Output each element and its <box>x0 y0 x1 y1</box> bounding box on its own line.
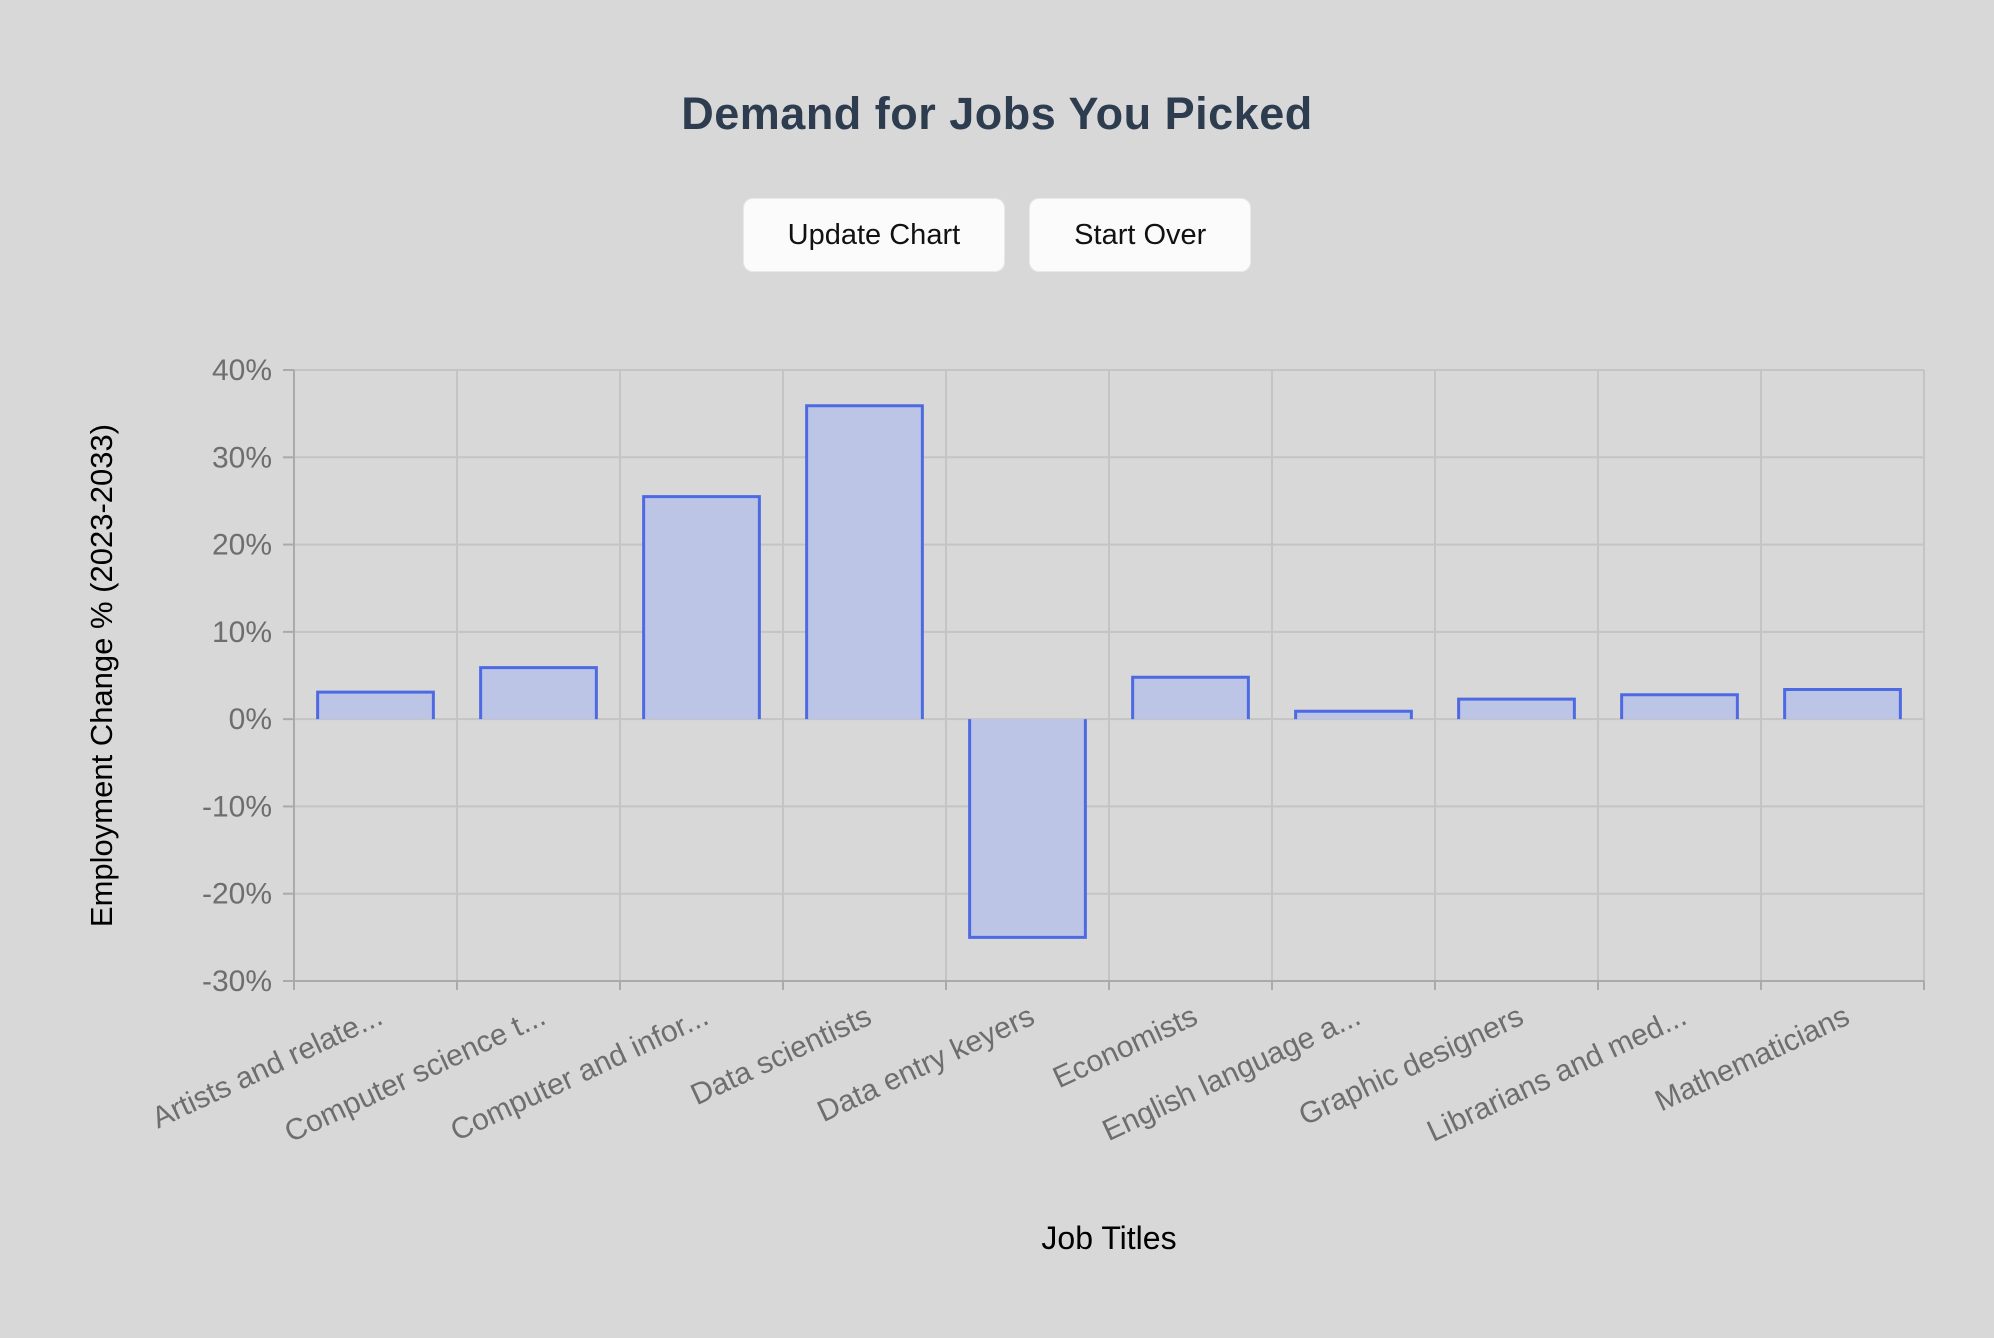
bar-border <box>805 404 924 720</box>
y-tick-label: 10% <box>212 616 272 649</box>
y-tick-label: -20% <box>202 878 272 911</box>
bar-border <box>316 690 435 720</box>
page-title: Demand for Jobs You Picked <box>681 88 1313 139</box>
y-tick-label: -10% <box>202 790 272 823</box>
bar-border <box>1457 697 1576 720</box>
start-over-button[interactable]: Start Over <box>1029 198 1252 272</box>
y-tick-label: 30% <box>212 441 272 474</box>
bar-english-language-a[interactable] <box>1295 711 1412 720</box>
x-tick-label: English language a... <box>1098 999 1366 1147</box>
bar-border <box>1783 687 1902 720</box>
bar-border <box>1131 675 1250 720</box>
bar-computer-science-t[interactable] <box>480 667 597 720</box>
y-tick-label: 40% <box>212 354 272 387</box>
bar-librarians-and-med[interactable] <box>1621 694 1738 720</box>
bar-border <box>642 495 761 720</box>
y-axis-title: Employment Change % (2023-2033) <box>84 424 119 927</box>
x-tick-label: Computer science t... <box>280 999 551 1149</box>
bar-border <box>1294 709 1413 720</box>
y-tick-label: 20% <box>212 529 272 562</box>
bar-computer-and-infor[interactable] <box>643 496 760 720</box>
y-tick-label: 0% <box>229 703 272 736</box>
bar-data-scientists[interactable] <box>806 405 923 720</box>
bar-data-entry-keyers[interactable] <box>969 719 1086 938</box>
bar-border <box>968 719 1087 939</box>
bar-border <box>479 666 598 720</box>
x-tick-label: Librarians and med... <box>1422 999 1691 1148</box>
update-chart-button[interactable]: Update Chart <box>742 198 1006 272</box>
x-axis-title: Job Titles <box>1041 1220 1176 1256</box>
toolbar: Update Chart Start Over <box>0 198 1994 272</box>
y-tick-label: -30% <box>202 965 272 998</box>
bar-graphic-designers[interactable] <box>1458 699 1575 720</box>
bar-economists[interactable] <box>1132 677 1249 720</box>
bar-mathematicians[interactable] <box>1784 689 1901 720</box>
x-tick-label: Computer and infor... <box>446 999 714 1147</box>
bar-artists-and-relate[interactable] <box>317 692 434 720</box>
bar-border <box>1620 693 1739 720</box>
